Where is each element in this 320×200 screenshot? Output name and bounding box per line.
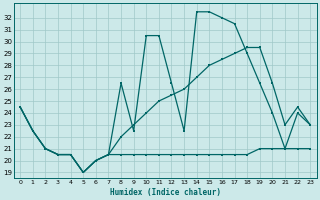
X-axis label: Humidex (Indice chaleur): Humidex (Indice chaleur) — [110, 188, 221, 197]
